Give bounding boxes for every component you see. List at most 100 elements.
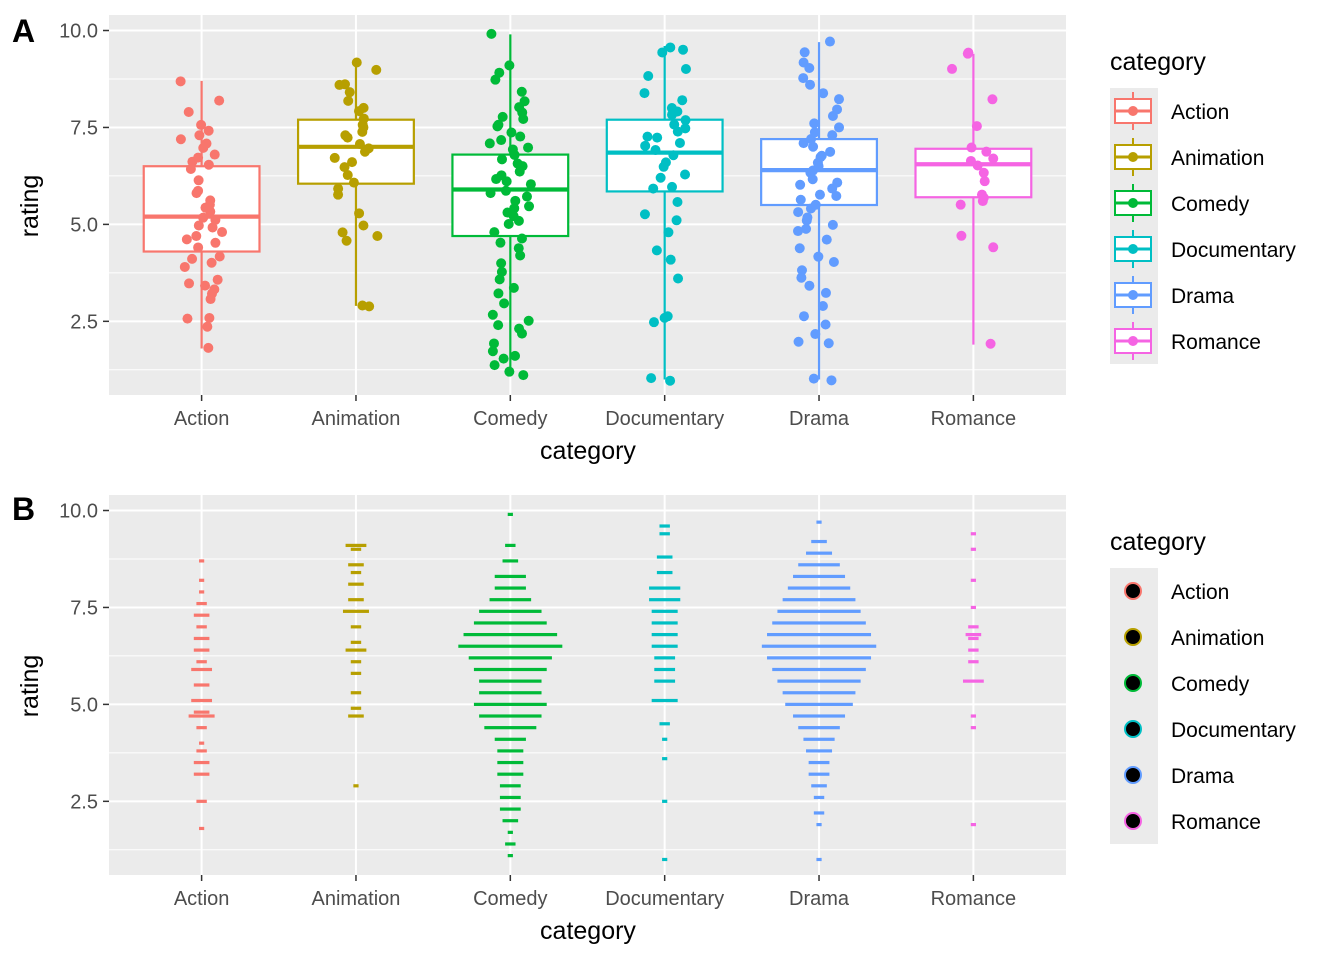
- jitter-point: [193, 242, 204, 253]
- jitter-point: [798, 73, 809, 84]
- legend-label: Action: [1171, 101, 1229, 124]
- dot-bin: [970, 822, 976, 827]
- dot-bin: [662, 857, 668, 862]
- jitter-point: [680, 63, 691, 74]
- dot-bin: [798, 563, 840, 567]
- jitter-point: [965, 155, 976, 166]
- jitter-point: [201, 138, 212, 149]
- panel-a-x-axis-title: category: [540, 437, 636, 465]
- panel-a-x-tick-label-drama: Drama: [789, 408, 850, 430]
- jitter-point: [671, 215, 682, 226]
- jitter-point: [792, 226, 803, 237]
- panel-a-tag: A: [12, 13, 35, 49]
- dot-bin: [970, 578, 976, 582]
- dot-bin: [479, 609, 542, 613]
- panel-a-y-tick-label: 5.0: [70, 214, 98, 236]
- jitter-point: [793, 207, 804, 218]
- jitter-point: [814, 189, 825, 200]
- legend-key-dot: [1124, 628, 1142, 646]
- jitter-point: [487, 346, 498, 357]
- jitter-point: [358, 220, 369, 231]
- jitter-point: [485, 188, 496, 199]
- legend-key-dot: [1124, 720, 1142, 738]
- jitter-point: [648, 317, 659, 328]
- dot-bin: [350, 671, 362, 675]
- dot-bin: [507, 512, 513, 516]
- legend-entry-comedy: Comedy: [1124, 673, 1250, 696]
- jitter-point: [519, 96, 530, 107]
- jitter-point: [808, 141, 819, 152]
- jitter-point: [955, 199, 966, 210]
- dot-bin: [656, 555, 673, 559]
- jitter-point: [976, 189, 987, 200]
- jitter-point: [198, 212, 209, 223]
- jitter-point: [662, 311, 673, 322]
- dot-bin: [654, 667, 676, 672]
- jitter-point: [834, 122, 845, 133]
- dot-bin: [968, 660, 979, 664]
- jitter-point: [344, 87, 355, 98]
- jitter-point: [489, 360, 500, 371]
- dot-bin: [353, 784, 359, 788]
- dot-bin: [497, 772, 524, 776]
- jitter-point: [339, 162, 350, 173]
- panel-a-y-tick-label: 10.0: [59, 21, 98, 43]
- jitter-point: [810, 329, 821, 340]
- jitter-point: [824, 36, 835, 47]
- legend-entry-action: Action: [1124, 581, 1229, 604]
- jitter-point: [214, 251, 225, 262]
- legend-label: Romance: [1171, 811, 1261, 834]
- dot-bin: [659, 722, 670, 726]
- jitter-point: [194, 130, 205, 141]
- jitter-point: [971, 121, 982, 132]
- jitter-point: [680, 115, 691, 126]
- dot-bin: [193, 710, 210, 714]
- dot-bin: [965, 632, 982, 637]
- jitter-point: [823, 338, 834, 349]
- jitter-point: [805, 79, 816, 90]
- jitter-point: [496, 266, 507, 277]
- dot-bin: [651, 632, 678, 637]
- dot-bin: [507, 854, 513, 858]
- jitter-point: [333, 183, 344, 194]
- dot-bin: [199, 741, 205, 745]
- legend-label: Comedy: [1171, 193, 1250, 216]
- jitter-point: [504, 60, 515, 71]
- jitter-point: [651, 245, 662, 256]
- dot-bin: [816, 520, 822, 524]
- panel-b-y-tick-label: 10.0: [59, 501, 98, 523]
- dot-bin: [479, 691, 542, 695]
- jitter-point: [496, 154, 507, 165]
- jitter-point: [667, 181, 678, 192]
- panel-b-x-axis-title: category: [540, 917, 636, 945]
- jitter-point: [337, 227, 348, 238]
- panel-b-tag: B: [12, 491, 35, 527]
- jitter-point: [640, 140, 651, 151]
- dot-bin: [782, 691, 856, 695]
- panel-a-points-romance: [947, 47, 999, 349]
- dot-bin: [473, 667, 547, 672]
- jitter-point: [358, 113, 369, 124]
- jitter-point: [642, 131, 653, 142]
- jitter-point: [795, 194, 806, 205]
- jitter-point: [680, 169, 691, 180]
- jitter-point: [193, 175, 204, 186]
- jitter-point: [493, 320, 504, 331]
- jitter-point: [484, 138, 495, 149]
- jitter-point: [354, 139, 365, 150]
- jitter-point: [182, 313, 193, 324]
- dot-bin: [656, 570, 673, 575]
- jitter-point: [509, 203, 520, 214]
- jitter-point: [523, 142, 534, 153]
- jitter-point: [794, 243, 805, 254]
- jitter-point: [804, 280, 815, 291]
- jitter-point: [817, 301, 828, 312]
- dot-bin: [811, 784, 827, 788]
- jitter-point: [677, 95, 688, 106]
- jitter-point: [796, 272, 807, 283]
- dot-bin: [196, 799, 207, 803]
- jitter-point: [493, 288, 504, 299]
- jitter-point: [500, 185, 511, 196]
- jitter-point: [665, 42, 676, 53]
- jitter-point: [499, 298, 510, 309]
